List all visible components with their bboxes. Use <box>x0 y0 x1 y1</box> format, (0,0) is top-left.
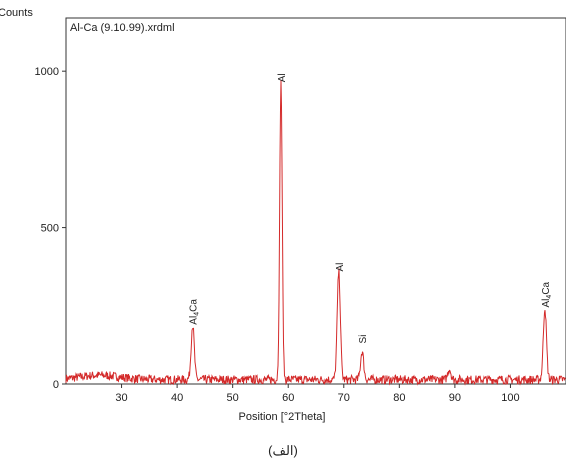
x-tick-label: 60 <box>282 392 294 404</box>
x-tick-label: 30 <box>115 392 127 404</box>
x-tick-label: 90 <box>449 392 461 404</box>
chart-title: Al-Ca (9.10.99).xrdml <box>70 22 175 34</box>
figure-caption: (الف) <box>268 443 298 458</box>
x-tick-label: 80 <box>393 392 405 404</box>
y-tick-label: 1000 <box>35 66 59 78</box>
peak-label-ann-3: Al <box>335 263 346 272</box>
peak-label-ann-1: Al4Ca <box>189 299 201 325</box>
peak-label-ann-5: Al4Ca <box>541 281 553 307</box>
diffraction-trace <box>65 80 566 386</box>
y-axis-label: Counts <box>0 7 33 19</box>
y-tick-label: 0 <box>53 379 59 391</box>
x-axis-label: Position [°2Theta] <box>239 411 326 423</box>
peak-label-ann-2: Al <box>277 73 288 82</box>
x-tick-label: 50 <box>227 392 239 404</box>
x-tick-label: 100 <box>501 392 519 404</box>
x-tick-label: 40 <box>171 392 183 404</box>
plot-frame <box>65 17 566 385</box>
x-tick-label: 70 <box>338 392 350 404</box>
peak-annotations: Al4Ca Al Al Si Al4Ca <box>189 73 553 343</box>
peak-label-ann-4: Si <box>358 335 369 344</box>
y-tick-label: 500 <box>41 223 59 235</box>
